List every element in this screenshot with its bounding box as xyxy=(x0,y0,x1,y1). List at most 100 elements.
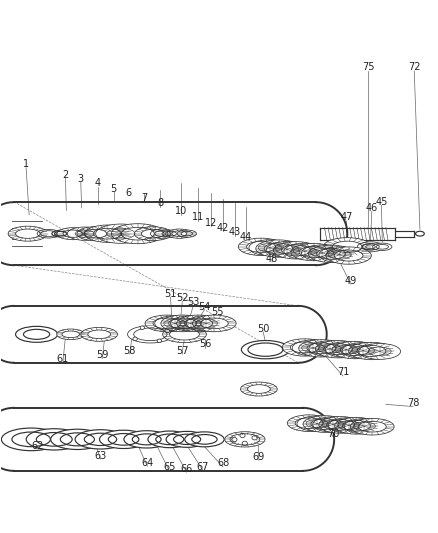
Ellipse shape xyxy=(248,240,290,256)
Ellipse shape xyxy=(318,247,360,263)
Ellipse shape xyxy=(308,341,350,357)
Ellipse shape xyxy=(255,240,300,257)
Ellipse shape xyxy=(127,326,173,343)
Text: 10: 10 xyxy=(175,206,187,216)
Ellipse shape xyxy=(358,343,400,359)
Text: 69: 69 xyxy=(252,452,265,462)
Text: 51: 51 xyxy=(164,289,176,298)
Ellipse shape xyxy=(307,245,353,262)
Ellipse shape xyxy=(50,429,104,449)
Text: 63: 63 xyxy=(94,450,106,461)
Ellipse shape xyxy=(157,339,161,343)
Text: 49: 49 xyxy=(344,276,356,286)
Ellipse shape xyxy=(124,431,169,448)
Ellipse shape xyxy=(166,229,191,238)
Ellipse shape xyxy=(241,341,289,359)
Text: 59: 59 xyxy=(96,350,108,360)
Ellipse shape xyxy=(8,226,47,241)
Ellipse shape xyxy=(99,430,147,448)
Text: 55: 55 xyxy=(211,308,223,318)
Ellipse shape xyxy=(334,417,378,434)
Ellipse shape xyxy=(343,418,384,434)
Ellipse shape xyxy=(186,316,226,331)
Ellipse shape xyxy=(165,329,169,333)
Text: 66: 66 xyxy=(180,464,192,474)
Ellipse shape xyxy=(37,229,60,238)
Text: 72: 72 xyxy=(407,62,420,72)
Ellipse shape xyxy=(325,342,367,358)
Text: 67: 67 xyxy=(196,462,208,472)
Ellipse shape xyxy=(192,315,236,332)
Text: 71: 71 xyxy=(336,367,348,377)
Text: 57: 57 xyxy=(176,345,188,356)
Text: 2: 2 xyxy=(62,169,68,180)
Ellipse shape xyxy=(67,227,102,240)
Ellipse shape xyxy=(372,243,391,251)
Text: 53: 53 xyxy=(187,297,199,308)
Text: 46: 46 xyxy=(365,203,377,213)
Ellipse shape xyxy=(162,230,179,237)
Ellipse shape xyxy=(26,429,82,450)
Ellipse shape xyxy=(348,342,393,360)
Text: 64: 64 xyxy=(141,457,153,467)
Ellipse shape xyxy=(170,316,210,331)
Ellipse shape xyxy=(184,432,224,447)
Ellipse shape xyxy=(162,326,206,343)
Text: 78: 78 xyxy=(406,398,418,408)
Ellipse shape xyxy=(322,238,371,256)
Ellipse shape xyxy=(328,418,368,433)
Ellipse shape xyxy=(85,225,130,243)
Ellipse shape xyxy=(166,431,208,447)
Text: 70: 70 xyxy=(326,429,339,439)
Ellipse shape xyxy=(312,417,352,432)
Ellipse shape xyxy=(341,343,383,359)
Ellipse shape xyxy=(287,415,330,432)
Text: 54: 54 xyxy=(198,302,210,312)
Ellipse shape xyxy=(301,245,343,261)
Text: 56: 56 xyxy=(199,340,211,350)
Text: 50: 50 xyxy=(257,324,269,334)
Ellipse shape xyxy=(292,340,333,356)
Text: 58: 58 xyxy=(124,345,136,356)
Ellipse shape xyxy=(77,227,113,241)
Ellipse shape xyxy=(148,431,191,448)
Ellipse shape xyxy=(331,342,377,359)
Ellipse shape xyxy=(177,230,196,237)
Ellipse shape xyxy=(111,224,163,244)
Ellipse shape xyxy=(224,432,265,447)
Ellipse shape xyxy=(240,382,277,396)
Ellipse shape xyxy=(357,242,383,252)
Text: 43: 43 xyxy=(228,228,240,237)
Ellipse shape xyxy=(282,339,327,356)
Text: 1: 1 xyxy=(23,159,29,168)
Text: 62: 62 xyxy=(32,441,44,451)
Ellipse shape xyxy=(150,229,174,238)
Ellipse shape xyxy=(57,329,85,340)
Text: 44: 44 xyxy=(239,232,251,242)
Text: 11: 11 xyxy=(191,213,203,222)
Text: 45: 45 xyxy=(374,197,387,207)
Text: 75: 75 xyxy=(361,62,374,72)
Text: 4: 4 xyxy=(95,179,101,188)
Text: 6: 6 xyxy=(125,188,131,198)
Ellipse shape xyxy=(52,230,69,237)
Ellipse shape xyxy=(230,434,259,445)
Ellipse shape xyxy=(238,238,283,255)
Ellipse shape xyxy=(81,327,117,341)
Ellipse shape xyxy=(145,315,188,332)
Ellipse shape xyxy=(133,337,137,341)
Text: 61: 61 xyxy=(57,354,69,364)
Ellipse shape xyxy=(350,418,393,435)
Ellipse shape xyxy=(290,244,336,261)
Ellipse shape xyxy=(296,416,336,431)
Text: 52: 52 xyxy=(176,293,188,303)
Ellipse shape xyxy=(57,228,88,240)
Ellipse shape xyxy=(176,315,220,332)
Text: 12: 12 xyxy=(204,218,216,228)
Ellipse shape xyxy=(318,417,362,433)
Text: 65: 65 xyxy=(162,462,175,472)
Ellipse shape xyxy=(95,224,146,244)
Ellipse shape xyxy=(134,227,171,241)
Ellipse shape xyxy=(273,241,318,259)
Text: 68: 68 xyxy=(216,458,229,469)
